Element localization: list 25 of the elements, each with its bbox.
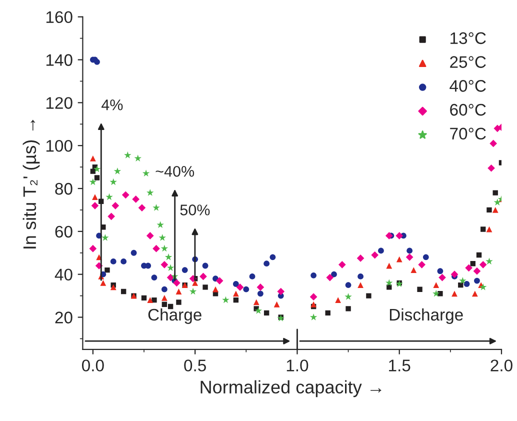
annotation: ~40%: [156, 166, 194, 177]
y-tick-label: 100: [46, 140, 72, 152]
legend-label: 25°C: [450, 56, 486, 68]
x-tick-label: 0.5: [184, 360, 206, 372]
y-tick-label: 20: [55, 312, 72, 324]
y-tick-label: 80: [55, 182, 72, 195]
annotation: Discharge: [390, 308, 463, 324]
x-axis-title: Normalized capacity →: [200, 380, 382, 398]
y-tick-label: 60: [55, 226, 72, 238]
legend-label: 13°C: [450, 32, 486, 44]
y-tick-label: 140: [46, 54, 72, 66]
y-tick-label: 120: [46, 97, 72, 109]
x-tick-label: 1.0: [286, 360, 308, 372]
x-tick-label: 0.0: [82, 360, 104, 372]
annotation: Charge: [148, 308, 202, 324]
legend-label: 40°C: [450, 80, 486, 92]
y-axis-title: In situ T₂' (µs) →: [22, 120, 40, 248]
x-tick-label: 2.0: [490, 360, 512, 372]
y-tick-label: 160: [46, 11, 72, 24]
legend-label: 70°C: [450, 128, 486, 140]
legend-label: 60°C: [450, 104, 486, 116]
x-tick-label: 1.5: [389, 360, 410, 372]
annotation: 4%: [101, 100, 123, 110]
annotation: 50%: [180, 204, 210, 216]
y-tick-label: 40: [54, 268, 72, 281]
